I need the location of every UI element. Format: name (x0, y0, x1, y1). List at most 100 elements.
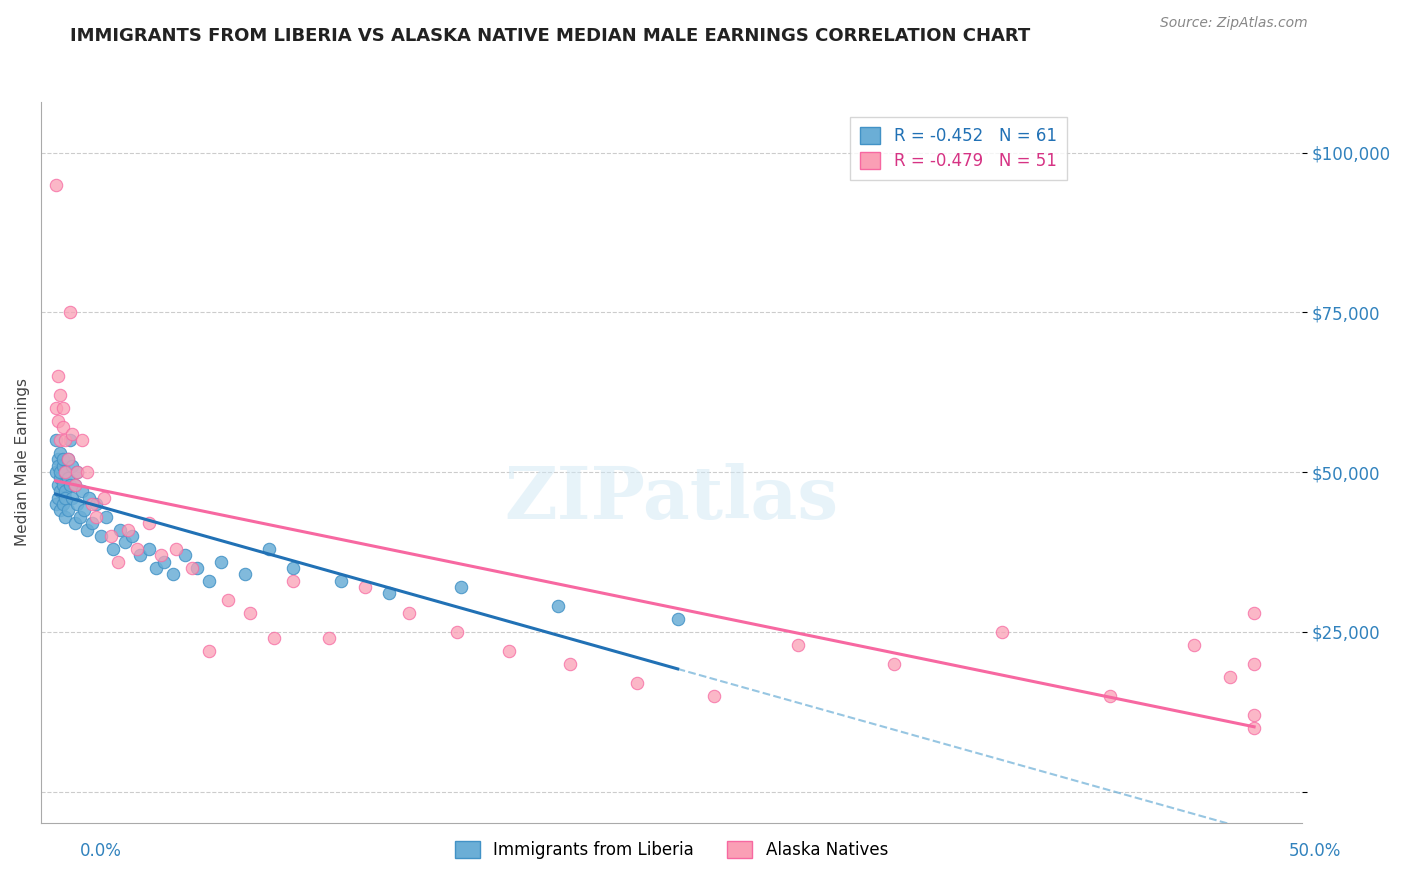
Point (66, 497, 89, 511)
Point (90, 529, 112, 543)
Point (53, 509, 76, 524)
Point (49, 484, 72, 499)
Point (60, 458, 83, 473)
Point (121, 529, 143, 543)
Point (450, 580, 472, 594)
Point (198, 644, 221, 658)
Point (86, 497, 108, 511)
Point (398, 606, 420, 620)
Point (217, 592, 239, 607)
Point (93, 491, 115, 505)
Point (56, 452, 79, 467)
Point (165, 541, 187, 556)
Point (233, 567, 256, 582)
Point (60, 491, 83, 505)
Point (69, 509, 91, 524)
Point (174, 548, 197, 562)
Point (52, 452, 75, 467)
Point (138, 541, 160, 556)
Point (991, 624, 1014, 639)
Point (1098, 689, 1121, 703)
Point (446, 624, 468, 639)
Point (110, 523, 132, 537)
Point (786, 638, 808, 652)
Point (330, 574, 353, 588)
Point (53, 465, 76, 479)
Point (150, 548, 173, 562)
Point (100, 529, 122, 543)
Point (318, 631, 340, 645)
Text: ZIPatlas: ZIPatlas (505, 463, 839, 534)
Point (56, 503, 79, 517)
Point (1243, 657, 1265, 671)
Point (46, 458, 69, 473)
Point (558, 657, 581, 671)
Point (666, 612, 689, 626)
Point (59, 478, 82, 492)
Point (76, 523, 98, 537)
Point (1243, 721, 1265, 735)
Point (46, 491, 69, 505)
Point (46, 478, 69, 492)
Text: 0.0%: 0.0% (80, 842, 122, 860)
Point (44, 178, 66, 192)
Point (63, 478, 86, 492)
Text: IMMIGRANTS FROM LIBERIA VS ALASKA NATIVE MEDIAN MALE EARNINGS CORRELATION CHART: IMMIGRANTS FROM LIBERIA VS ALASKA NATIVE… (70, 27, 1031, 45)
Point (56, 471, 79, 485)
Point (101, 541, 124, 556)
Y-axis label: Median Male Earnings: Median Male Earnings (15, 378, 30, 547)
Point (49, 388, 72, 402)
Point (77, 491, 100, 505)
Point (547, 599, 569, 614)
Point (73, 503, 96, 517)
Point (152, 555, 174, 569)
Point (53, 433, 76, 447)
Point (46, 414, 69, 428)
Point (44, 401, 66, 416)
Point (1219, 669, 1241, 683)
Point (59, 305, 82, 319)
Point (70, 433, 93, 447)
Point (703, 689, 725, 703)
Point (239, 606, 262, 620)
Point (52, 458, 75, 473)
Point (145, 561, 167, 575)
Point (53, 465, 76, 479)
Point (283, 561, 305, 575)
Point (52, 401, 75, 416)
Point (70, 484, 93, 499)
Point (76, 465, 98, 479)
Text: Source: ZipAtlas.com: Source: ZipAtlas.com (1160, 16, 1308, 29)
Point (63, 478, 86, 492)
Point (198, 574, 221, 588)
Point (128, 548, 150, 562)
Point (107, 555, 129, 569)
Point (44, 497, 66, 511)
Point (53, 491, 76, 505)
Point (66, 465, 89, 479)
Point (138, 516, 160, 531)
Point (49, 433, 72, 447)
Point (46, 369, 69, 384)
Point (263, 631, 285, 645)
Point (52, 497, 75, 511)
Point (626, 676, 648, 690)
Point (86, 509, 108, 524)
Point (49, 471, 72, 485)
Point (49, 503, 72, 517)
Point (114, 535, 136, 549)
Point (49, 465, 72, 479)
Point (209, 555, 232, 569)
Point (60, 426, 83, 441)
Text: 50.0%: 50.0% (1288, 842, 1341, 860)
Point (63, 516, 86, 531)
Point (117, 523, 139, 537)
Point (181, 561, 204, 575)
Point (259, 541, 281, 556)
Point (80, 516, 103, 531)
Point (53, 484, 76, 499)
Point (1243, 707, 1265, 722)
Point (56, 452, 79, 467)
Point (127, 541, 149, 556)
Point (59, 433, 82, 447)
